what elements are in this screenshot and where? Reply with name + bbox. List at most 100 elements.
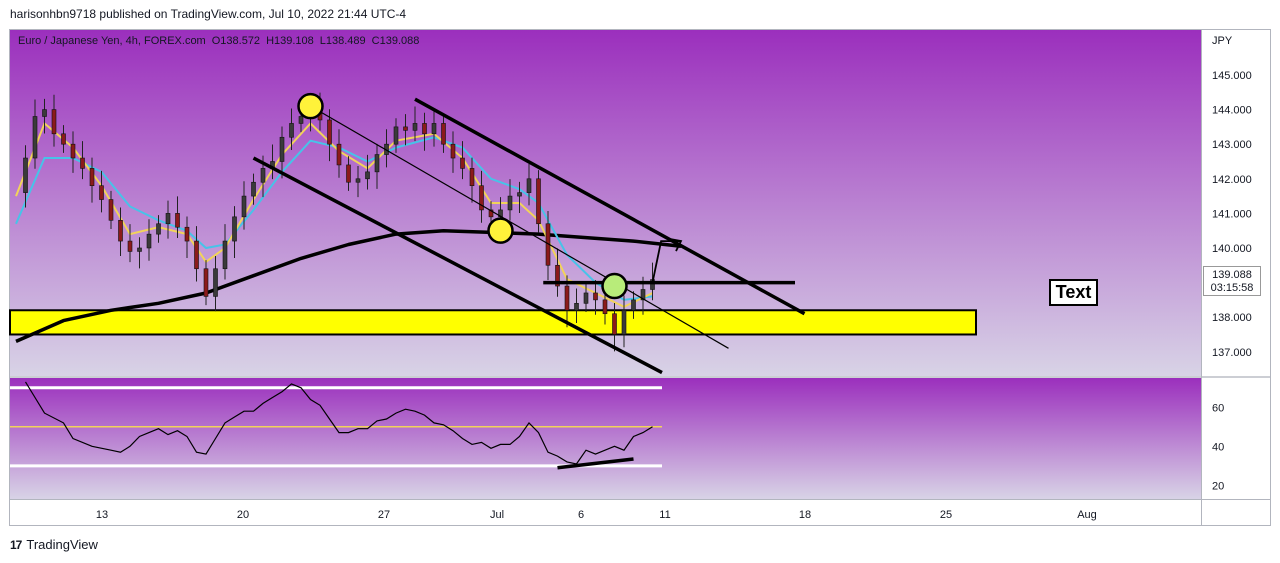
candle-bear [203,268,209,297]
open-value: O138.572 [211,35,261,47]
candle-bull [621,309,627,335]
candle-bull [156,223,161,235]
candle-bull [260,168,266,183]
projection-arrow-head [669,238,683,252]
candle-bull [412,123,418,131]
price-tick-label: 140.000 [1212,243,1252,255]
marker-circle [487,217,514,244]
candle-bull [574,303,579,311]
candle-bull [213,268,218,297]
candle-bull [393,126,399,145]
candle-bull [355,178,361,183]
candle-bull [32,116,38,159]
channel-upper-line [414,97,806,316]
projection-arrow-line [651,240,681,283]
ema-mid-line [15,136,653,301]
rsi-pane-background [10,378,1201,499]
bar-countdown: 03:15:58 [1210,282,1254,294]
time-tick-label: Aug [1077,509,1097,521]
footer-brand[interactable]: 17 TradingView [10,537,98,552]
time-tick-label: 27 [378,509,390,521]
candle-bull [365,171,370,180]
candle-bear [479,185,484,211]
rsi-divergence-line [557,457,634,470]
price-tick-label: 145.000 [1212,70,1252,82]
candle-bear [564,285,570,311]
candle-bull [42,109,47,117]
close-value: C139.088 [371,35,420,47]
candle-bull [289,123,294,138]
support-zone [9,309,977,336]
candle-bear [488,209,494,218]
publisher-line: harisonhbn9718 published on TradingView.… [10,7,407,21]
marker-circle [601,272,628,300]
slow-ma-line [15,228,682,344]
candle-bear [175,213,180,228]
price-tick-label: 138.000 [1212,312,1252,324]
candle-bull [241,195,247,218]
candle-bear [346,164,351,183]
price-tick-label: 144.000 [1212,105,1252,117]
tradingview-logo-icon: 17 [10,537,22,552]
price-tick-label: 141.000 [1212,208,1252,220]
candle-bull [298,116,304,124]
candle-bull [431,123,437,135]
candle-bear [403,126,408,131]
footer-brand-label: TradingView [26,537,98,552]
candle-bull [146,233,152,249]
price-tick-label: 143.000 [1212,139,1252,151]
candle-bull [526,178,532,193]
candle-bull [222,240,228,270]
symbol-label[interactable]: Euro / Japanese Yen, 4h, FOREX.com [18,35,206,47]
candle-bear [593,292,598,301]
candle-bear [602,299,608,315]
candle-bull [251,181,256,197]
candle-bear [89,168,95,186]
candle-bull [507,195,513,211]
last-price-tag: 139.088 03:15:58 [1203,266,1261,296]
rsi-line [24,381,653,465]
time-tick-label: 18 [799,509,811,521]
rsi-tick-label: 60 [1212,402,1224,414]
time-tick-label: Jul [490,509,504,521]
candle-bear [450,143,456,159]
low-value: L138.489 [319,35,366,47]
channel-mid-line [310,105,729,349]
candle-bear [70,143,76,159]
candle-bear [99,185,104,200]
candle-bear [108,199,114,221]
rsi-tick-label: 20 [1212,480,1224,492]
candle-bear [612,313,617,335]
candle-bull [165,213,171,225]
candle-bear [51,109,57,135]
last-price-value: 139.088 [1212,269,1252,281]
candle-bear [441,123,446,145]
candle-bull [279,136,285,162]
candle-bear [460,157,465,169]
candle-bear [536,178,541,225]
candle-bull [232,216,237,242]
time-tick-label: 11 [659,509,670,521]
candle-bear [127,240,133,252]
marker-circle [297,92,324,120]
candle-bear [118,220,123,242]
candle-bear [61,133,66,145]
candle-bull [631,299,636,311]
time-tick-label: 6 [578,509,584,521]
chart-frame [9,29,1271,526]
chart-legend: Euro / Japanese Yen, 4h, FOREX.com O138.5… [18,35,425,47]
text-annotation[interactable]: Text [1049,279,1098,306]
candle-bull [23,157,28,193]
time-tick-label: 25 [940,509,952,521]
candle-bull [137,247,142,252]
time-tick-label: 20 [237,509,249,521]
price-tick-label: 142.000 [1212,174,1252,186]
time-tick-label: 13 [96,509,108,521]
ema-fast-line [15,121,653,308]
high-value: H139.108 [266,35,314,47]
candle-bear [327,119,332,145]
candle-bull [517,192,522,197]
candle-bear [555,264,560,287]
channel-lower-line [252,156,663,375]
